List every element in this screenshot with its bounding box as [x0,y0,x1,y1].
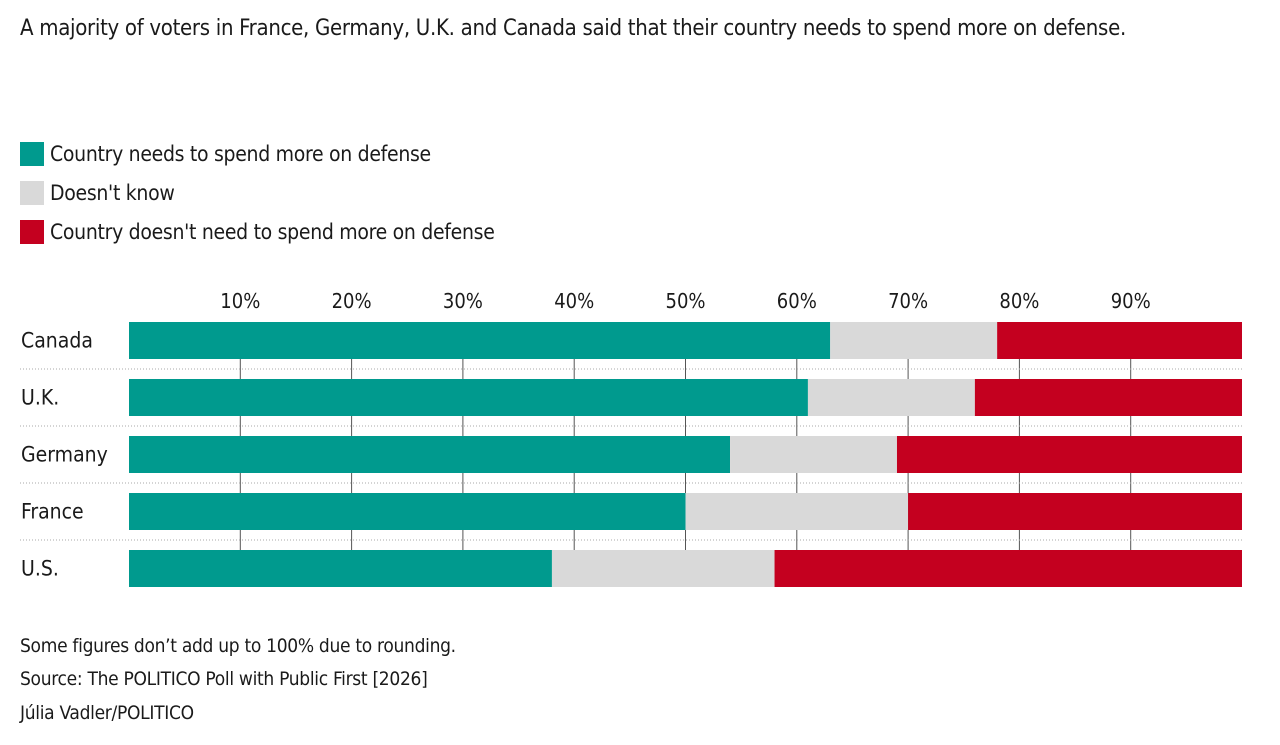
x-tick-label: 20% [332,289,372,313]
bar-segment-dont-know [830,322,998,359]
footnote: Some figures don’t add up to 100% due to… [20,635,456,657]
x-tick-label: 10% [220,289,260,313]
x-tick-label: 60% [777,289,817,313]
legend-swatch [20,220,44,244]
bar-segment-more [129,379,808,416]
legend-label: Country doesn't need to spend more on de… [50,220,495,244]
legend-item-more: Country needs to spend more on defense [20,142,431,166]
category-label: France [21,500,84,524]
legend-swatch [20,181,44,205]
x-tick-label: 50% [666,289,706,313]
legend-item-no: Country doesn't need to spend more on de… [20,220,495,244]
x-tick-label: 40% [554,289,594,313]
credit: Júlia Vadler/POLITICO [20,702,194,724]
bar-segment-no [974,379,1242,416]
bar-segment-dont-know [551,550,775,587]
category-label: U.K. [21,386,59,410]
x-tick-label: 30% [443,289,483,313]
bar-segment-dont-know [730,436,897,473]
x-tick-label: 90% [1111,289,1151,313]
legend-item-dont-know: Doesn't know [20,181,175,205]
category-label: Canada [21,329,93,353]
bar-segment-more [129,550,552,587]
source: Source: The POLITICO Poll with Public Fi… [20,668,428,690]
legend-label: Country needs to spend more on defense [50,142,431,166]
bar-segment-dont-know [807,379,975,416]
x-tick-label: 70% [888,289,928,313]
chart-title: A majority of voters in France, Germany,… [20,16,1126,41]
bar-segment-dont-know [685,493,909,530]
bar-segment-no [908,493,1242,530]
category-label: Germany [21,443,108,467]
bar-segment-more [129,322,831,359]
bar-segment-no [896,436,1242,473]
bar-segment-more [129,436,731,473]
bar-segment-more [129,493,686,530]
x-tick-label: 80% [999,289,1039,313]
legend-swatch [20,142,44,166]
legend-label: Doesn't know [50,181,175,205]
bar-segment-no [774,550,1242,587]
category-label: U.S. [21,557,59,581]
bar-segment-no [997,322,1242,359]
stacked-bar-chart: 10% 20% 30% 40% 50% 60% 70% 80% 90% Canada U.K. Ger… [20,289,1242,587]
